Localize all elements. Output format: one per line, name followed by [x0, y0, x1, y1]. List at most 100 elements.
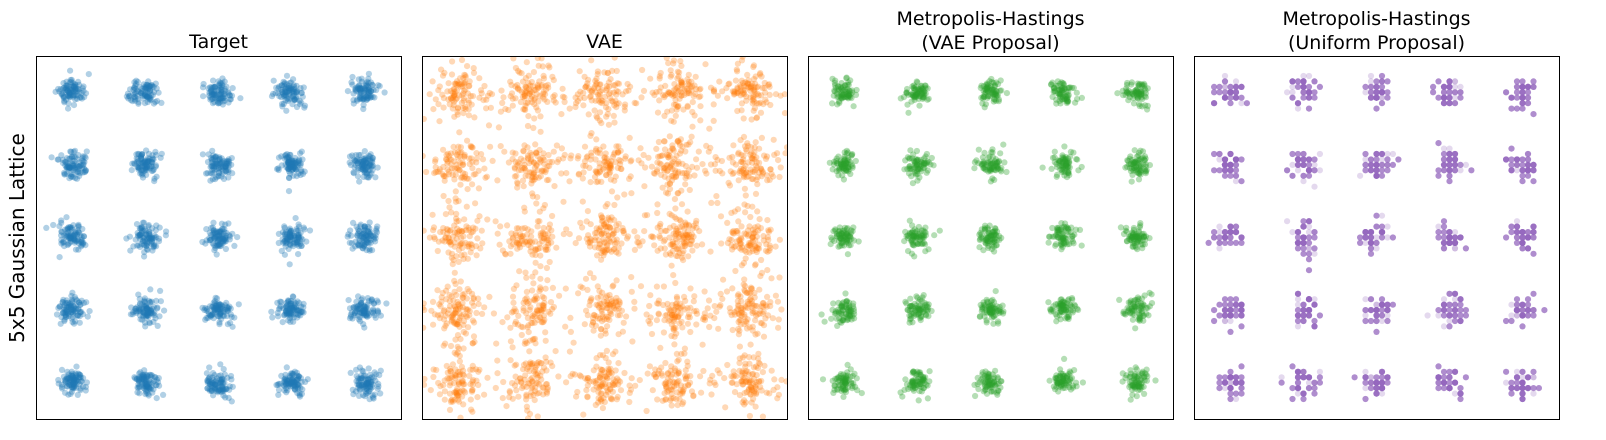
scatter-point — [70, 385, 77, 392]
scatter-point — [508, 90, 516, 97]
scatter-point — [611, 102, 618, 109]
scatter-point — [685, 314, 692, 321]
scatter-point — [753, 379, 760, 386]
scatter-point — [746, 296, 753, 303]
scatter-point — [778, 376, 785, 383]
scatter-point — [373, 371, 380, 378]
scatter-point — [358, 231, 365, 238]
scatter-point — [68, 76, 75, 83]
scatter-point — [526, 239, 533, 246]
scatter-point — [135, 88, 142, 95]
scatter-point — [349, 315, 356, 322]
scatter-point — [543, 166, 550, 173]
scatter-point — [352, 238, 359, 245]
scatter-point — [452, 389, 459, 396]
scatter-point — [359, 375, 366, 382]
scatter-point — [448, 95, 455, 102]
scatter-point — [528, 180, 535, 187]
scatter-point — [362, 376, 369, 383]
scatter-point — [741, 370, 749, 377]
scatter-point — [142, 84, 149, 91]
scatter-point — [364, 381, 371, 388]
scatter-point — [465, 243, 472, 250]
scatter-point — [435, 238, 442, 245]
scatter-point — [616, 156, 623, 164]
scatter-point — [218, 160, 225, 167]
scatter-point — [74, 297, 81, 304]
scatter-point — [140, 385, 147, 392]
scatter-point — [298, 89, 305, 96]
scatter-point — [480, 97, 487, 104]
scatter-point — [515, 167, 522, 174]
scatter-point — [141, 380, 148, 388]
scatter-point — [432, 158, 439, 165]
scatter-point — [459, 92, 466, 99]
scatter-point — [661, 164, 668, 171]
scatter-point — [455, 345, 462, 352]
scatter-point — [207, 312, 214, 319]
scatter-point — [281, 311, 288, 318]
scatter-point — [301, 102, 309, 109]
scatter-point — [71, 83, 78, 90]
scatter-point — [145, 384, 152, 391]
scatter-point — [285, 85, 292, 92]
scatter-point — [459, 294, 466, 301]
scatter-point — [290, 379, 297, 386]
scatter-point — [215, 99, 222, 107]
scatter-point — [75, 165, 82, 172]
scatter-point — [146, 310, 154, 317]
scatter-point — [465, 306, 472, 313]
scatter-point — [632, 382, 639, 389]
scatter-point — [206, 387, 214, 394]
scatter-point — [365, 174, 372, 181]
scatter-point — [741, 185, 749, 192]
scatter-point — [212, 157, 219, 164]
scatter-point — [211, 247, 218, 254]
scatter-point — [654, 109, 662, 116]
scatter-point — [692, 73, 699, 80]
scatter-point — [217, 243, 224, 250]
scatter-point — [358, 162, 365, 169]
scatter-point — [366, 388, 373, 395]
scatter-point — [585, 111, 592, 118]
scatter-point — [444, 158, 451, 165]
scatter-point — [451, 158, 458, 165]
scatter-point — [276, 93, 283, 100]
scatter-point — [539, 319, 546, 326]
scatter-point — [283, 164, 290, 171]
scatter-point — [442, 312, 449, 319]
scatter-point — [668, 177, 676, 184]
scatter-point — [149, 247, 156, 254]
scatter-point — [678, 92, 685, 99]
scatter-point — [671, 81, 678, 88]
scatter-point — [219, 82, 226, 89]
scatter-point — [126, 233, 133, 240]
scatter-point — [537, 128, 544, 135]
scatter-point — [598, 306, 605, 313]
scatter-point — [68, 173, 75, 180]
scatter-point — [674, 103, 681, 110]
scatter-point — [361, 89, 368, 96]
scatter-point — [142, 227, 149, 234]
scatter-point — [684, 234, 691, 241]
scatter-point — [660, 238, 667, 245]
scatter-point — [70, 374, 77, 381]
scatter-point — [658, 152, 665, 159]
scatter-point — [452, 195, 459, 202]
scatter-point — [456, 371, 463, 378]
scatter-point — [601, 221, 608, 228]
scatter-point — [150, 243, 157, 250]
scatter-point — [467, 366, 474, 373]
scatter-point — [717, 290, 724, 297]
scatter-point — [203, 237, 210, 244]
scatter-point — [125, 95, 132, 102]
scatter-point — [287, 318, 294, 325]
scatter-point — [135, 166, 142, 173]
scatter-point — [288, 86, 295, 93]
scatter-point — [139, 85, 146, 92]
scatter-point — [282, 380, 289, 387]
scatter-point — [591, 237, 599, 244]
scatter-point — [283, 364, 290, 371]
scatter-point — [366, 162, 373, 169]
scatter-point — [633, 100, 640, 107]
